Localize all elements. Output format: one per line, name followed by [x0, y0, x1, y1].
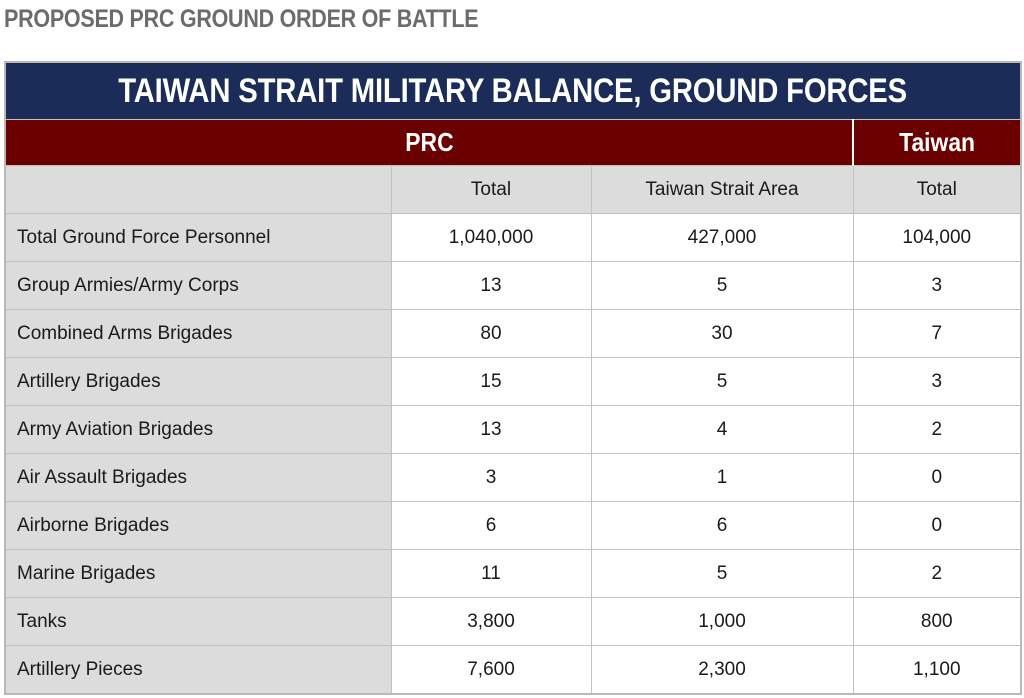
prc-strait-cell: 427,000 [590, 213, 854, 262]
row-label-cell: Tanks [4, 597, 392, 646]
row-label-cell: Artillery Brigades [4, 357, 392, 406]
table-row: Artillery Pieces 7,600 2,300 1,100 [4, 645, 1022, 695]
row-label-cell: Group Armies/Army Corps [4, 261, 392, 310]
page-heading: PROPOSED PRC GROUND ORDER OF BATTLE [4, 5, 479, 33]
table-row: Marine Brigades 11 5 2 [4, 549, 1022, 598]
table-row: Tanks 3,800 1,000 800 [4, 597, 1022, 646]
row-label-cell: Army Aviation Brigades [4, 405, 392, 454]
prc-strait-column-header: Taiwan Strait Area [590, 165, 854, 214]
prc-strait-cell: 1 [590, 453, 854, 502]
row-label-cell: Air Assault Brigades [4, 453, 392, 502]
taiwan-total-cell: 1,100 [852, 645, 1022, 695]
table-row: Air Assault Brigades 3 1 0 [4, 453, 1022, 502]
table-row: Group Armies/Army Corps 13 5 3 [4, 261, 1022, 310]
prc-total-cell: 80 [390, 309, 592, 358]
prc-strait-cell: 5 [590, 357, 854, 406]
taiwan-total-cell: 0 [852, 453, 1022, 502]
row-label-cell: Marine Brigades [4, 549, 392, 598]
row-label-cell: Combined Arms Brigades [4, 309, 392, 358]
prc-total-cell: 15 [390, 357, 592, 406]
taiwan-total-cell: 2 [852, 405, 1022, 454]
prc-total-cell: 1,040,000 [390, 213, 592, 262]
taiwan-group-header: Taiwan [851, 119, 1022, 166]
table-row: Army Aviation Brigades 13 4 2 [4, 405, 1022, 454]
prc-total-cell: 3 [390, 453, 592, 502]
prc-group-header: PRC [4, 119, 854, 166]
row-label-cell: Airborne Brigades [4, 501, 392, 550]
table-title-row: TAIWAN STRAIT MILITARY BALANCE, GROUND F… [4, 61, 1022, 120]
taiwan-total-column-header: Total [852, 165, 1022, 214]
prc-total-cell: 13 [390, 405, 592, 454]
prc-strait-cell: 2,300 [590, 645, 854, 695]
table-title: TAIWAN STRAIT MILITARY BALANCE, GROUND F… [118, 71, 908, 110]
prc-strait-cell: 6 [590, 501, 854, 550]
table-row: Artillery Brigades 15 5 3 [4, 357, 1022, 406]
prc-strait-cell: 5 [590, 549, 854, 598]
prc-strait-cell: 5 [590, 261, 854, 310]
taiwan-total-cell: 800 [852, 597, 1022, 646]
prc-total-cell: 3,800 [390, 597, 592, 646]
column-header-row: Total Taiwan Strait Area Total [4, 165, 1022, 214]
label-column-header [4, 165, 392, 214]
taiwan-total-cell: 7 [852, 309, 1022, 358]
prc-total-cell: 7,600 [390, 645, 592, 695]
military-balance-table: TAIWAN STRAIT MILITARY BALANCE, GROUND F… [4, 61, 1023, 695]
prc-total-cell: 11 [390, 549, 592, 598]
taiwan-total-cell: 0 [852, 501, 1022, 550]
prc-strait-cell: 1,000 [590, 597, 854, 646]
group-header-row: PRC Taiwan [4, 119, 1022, 166]
prc-strait-cell: 30 [590, 309, 854, 358]
table-row: Combined Arms Brigades 80 30 7 [4, 309, 1022, 358]
prc-total-cell: 6 [390, 501, 592, 550]
row-label-cell: Total Ground Force Personnel [4, 213, 392, 262]
table-title-cell: TAIWAN STRAIT MILITARY BALANCE, GROUND F… [4, 61, 1022, 120]
taiwan-total-cell: 3 [852, 357, 1022, 406]
prc-strait-cell: 4 [590, 405, 854, 454]
table-row: Total Ground Force Personnel 1,040,000 427… [4, 213, 1022, 262]
taiwan-total-cell: 2 [852, 549, 1022, 598]
row-label-cell: Artillery Pieces [4, 645, 392, 695]
prc-total-cell: 13 [390, 261, 592, 310]
taiwan-group-label: Taiwan [899, 127, 975, 157]
prc-total-column-header: Total [390, 165, 592, 214]
taiwan-total-cell: 104,000 [852, 213, 1022, 262]
taiwan-total-cell: 3 [852, 261, 1022, 310]
prc-group-label: PRC [404, 127, 454, 157]
table-row: Airborne Brigades 6 6 0 [4, 501, 1022, 550]
